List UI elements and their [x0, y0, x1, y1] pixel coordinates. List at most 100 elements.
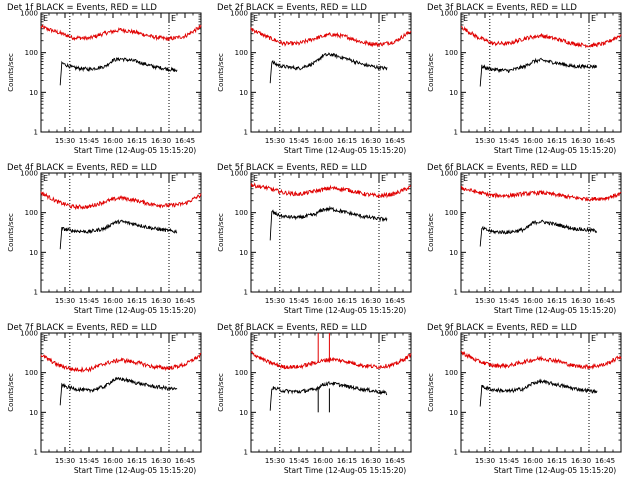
detector-chart-5: Det 5f BLACK = Events, RED = LLD Counts/s…: [217, 163, 412, 315]
marker-label: E: [171, 334, 176, 343]
lld-series-line: [40, 352, 202, 373]
y-axis-label: Counts/sec: [427, 373, 435, 412]
y-tick-label: 1000: [230, 170, 248, 178]
y-tick-label: 1000: [440, 170, 458, 178]
y-tick-label: 1000: [20, 10, 38, 18]
x-axis-label: Start Time (12-Aug-05 15:15:20): [494, 306, 616, 315]
x-tick-label: 15:30: [475, 297, 495, 305]
y-tick-label: 1000: [440, 330, 458, 338]
x-tick-label: 16:00: [103, 457, 123, 465]
x-tick-label: 16:00: [523, 457, 543, 465]
x-tick-label: 15:45: [289, 137, 309, 145]
x-tick-label: 16:30: [151, 137, 171, 145]
x-tick-label: 16:45: [385, 457, 405, 465]
plot-frame: [40, 12, 202, 133]
marker-label: E: [43, 14, 48, 23]
plot-frame: [40, 172, 202, 293]
y-tick-label: 10: [239, 249, 248, 257]
x-tick-label: 16:30: [571, 137, 591, 145]
lld-series-line: [250, 27, 412, 48]
y-axis-label: Counts/sec: [7, 213, 15, 252]
marker-label: E: [381, 334, 386, 343]
x-axis-label: Start Time (12-Aug-05 15:15:20): [74, 306, 196, 315]
x-axis-label: Start Time (12-Aug-05 15:15:20): [284, 306, 406, 315]
x-tick-label: 15:30: [55, 137, 75, 145]
x-axis-label: Start Time (12-Aug-05 15:15:20): [74, 146, 196, 155]
y-tick-label: 1: [244, 129, 248, 137]
x-tick-label: 16:15: [547, 457, 567, 465]
marker-label: E: [381, 174, 386, 183]
y-tick-label: 100: [25, 209, 38, 217]
plot-frame: [460, 332, 622, 453]
x-tick-label: 16:15: [337, 457, 357, 465]
x-tick-label: 16:00: [103, 297, 123, 305]
y-tick-label: 1: [34, 289, 38, 297]
events-series-line: [269, 52, 388, 84]
x-tick-label: 16:45: [595, 457, 615, 465]
marker-label: E: [253, 334, 258, 343]
lld-series-line: [460, 350, 622, 370]
y-tick-label: 10: [449, 409, 458, 417]
x-tick-label: 16:30: [151, 457, 171, 465]
chart-title: Det 2f BLACK = Events, RED = LLD: [217, 3, 367, 13]
x-tick-label: 16:45: [595, 137, 615, 145]
x-tick-label: 15:45: [79, 137, 99, 145]
plot-frame: [250, 172, 412, 293]
y-tick-label: 10: [239, 409, 248, 417]
detector-chart-9: Det 9f BLACK = Events, RED = LLD Counts/s…: [427, 323, 622, 475]
x-tick-label: 16:15: [337, 297, 357, 305]
chart-title: Det 6f BLACK = Events, RED = LLD: [427, 163, 577, 173]
x-tick-label: 15:30: [55, 297, 75, 305]
x-tick-label: 16:15: [547, 297, 567, 305]
plot-frame: [250, 332, 412, 453]
x-tick-label: 16:30: [361, 137, 381, 145]
events-series-line: [269, 205, 388, 241]
y-tick-label: 10: [449, 89, 458, 97]
y-axis-label: Counts/sec: [427, 53, 435, 92]
marker-label: E: [253, 14, 258, 23]
y-tick-label: 100: [235, 49, 248, 57]
lld-series-line: [460, 185, 622, 202]
events-series-line: [479, 219, 598, 247]
marker-label: E: [381, 14, 386, 23]
plot-frame: [40, 332, 202, 453]
lld-series-line: [40, 23, 202, 42]
x-tick-label: 16:30: [361, 297, 381, 305]
detector-chart-2: Det 2f BLACK = Events, RED = LLD Counts/s…: [217, 3, 412, 155]
x-tick-label: 16:45: [175, 297, 195, 305]
y-tick-label: 1: [34, 129, 38, 137]
x-tick-label: 16:15: [547, 137, 567, 145]
x-axis-label: Start Time (12-Aug-05 15:15:20): [494, 146, 616, 155]
lld-series-line: [460, 26, 622, 49]
x-tick-label: 16:45: [385, 297, 405, 305]
x-tick-label: 16:00: [313, 457, 333, 465]
y-axis-label: Counts/sec: [7, 53, 15, 92]
x-tick-label: 16:15: [337, 137, 357, 145]
chart-title: Det 3f BLACK = Events, RED = LLD: [427, 3, 577, 13]
marker-label: E: [253, 174, 258, 183]
y-tick-label: 100: [235, 369, 248, 377]
y-tick-label: 1: [34, 449, 38, 457]
x-tick-label: 15:30: [475, 457, 495, 465]
x-tick-label: 15:30: [265, 297, 285, 305]
x-axis-label: Start Time (12-Aug-05 15:15:20): [494, 466, 616, 475]
x-tick-label: 16:45: [385, 137, 405, 145]
chart-title: Det 8f BLACK = Events, RED = LLD: [217, 323, 367, 333]
y-tick-label: 100: [235, 209, 248, 217]
y-tick-label: 1: [454, 129, 458, 137]
y-tick-label: 1000: [440, 10, 458, 18]
detector-chart-6: Det 6f BLACK = Events, RED = LLD Counts/s…: [427, 163, 622, 315]
x-tick-label: 15:45: [289, 457, 309, 465]
y-tick-label: 1: [454, 449, 458, 457]
y-tick-label: 1000: [20, 170, 38, 178]
events-series-line: [479, 378, 598, 407]
x-tick-label: 15:45: [499, 457, 519, 465]
y-tick-label: 100: [445, 49, 458, 57]
y-axis-label: Counts/sec: [7, 373, 15, 412]
x-tick-label: 16:45: [595, 297, 615, 305]
events-series-line: [59, 57, 178, 86]
y-tick-label: 100: [445, 369, 458, 377]
x-tick-label: 16:00: [103, 137, 123, 145]
marker-label: E: [463, 334, 468, 343]
